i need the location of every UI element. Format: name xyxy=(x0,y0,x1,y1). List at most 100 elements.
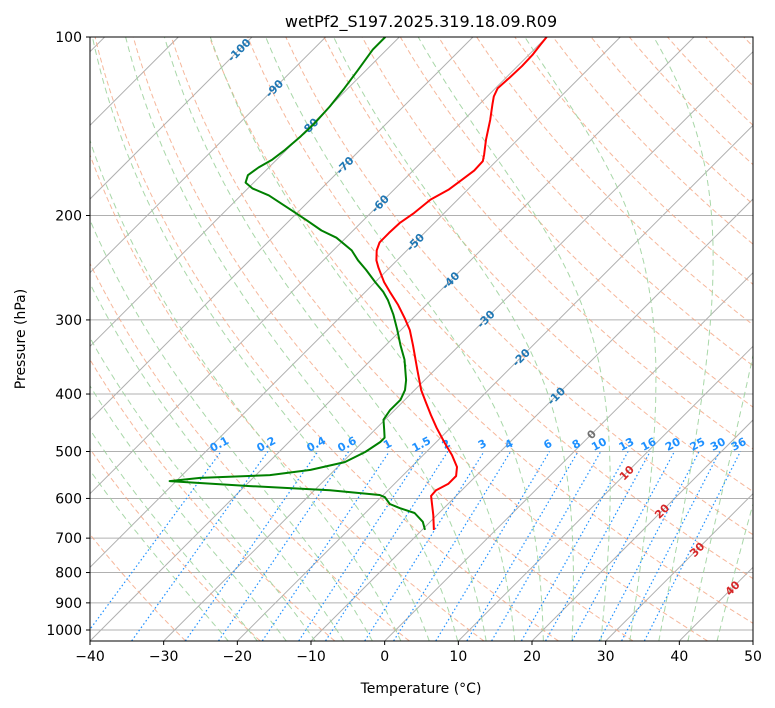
y-tick-label: 900 xyxy=(55,596,82,612)
y-tick-label: 600 xyxy=(55,491,82,507)
mixing-ratio-line xyxy=(261,451,390,641)
x-tick-label: −10 xyxy=(296,649,326,665)
moist-adiabat-line xyxy=(90,384,287,641)
x-tick-label: −40 xyxy=(75,649,105,665)
dry-adiabat-line xyxy=(704,37,753,87)
moist-adiabat-line xyxy=(417,37,611,641)
y-axis-label: Pressure (hPa) xyxy=(13,289,29,389)
isotherm-line xyxy=(90,37,474,421)
isotherm-label: -100 xyxy=(225,36,254,65)
dry-adiabat-line xyxy=(90,262,410,641)
moist-adiabat-line xyxy=(125,37,459,641)
isotherm-line xyxy=(752,640,753,641)
dry-adiabat-line xyxy=(208,37,753,624)
mixing-ratio-label: 30 xyxy=(708,435,728,454)
moist-adiabat-line xyxy=(209,37,516,641)
moist-adiabat-line xyxy=(90,428,258,641)
plot-frame xyxy=(89,36,754,642)
dry-adiabat-line xyxy=(590,37,753,205)
temperature-profile-line xyxy=(375,37,548,530)
mixing-ratio-line xyxy=(520,451,629,641)
dry-adiabat-line xyxy=(94,37,559,641)
isotherm-line xyxy=(90,37,548,495)
mixing-ratio-label: 36 xyxy=(729,435,749,454)
x-tick-label: 20 xyxy=(523,649,541,665)
x-tick-label: 30 xyxy=(597,649,615,665)
dry-adiabat-line xyxy=(90,533,186,641)
y-tick-label: 100 xyxy=(55,30,82,46)
moist-adiabat-line xyxy=(333,37,574,641)
mixing-ratio-label: 10 xyxy=(589,435,609,454)
dry-adiabat-line xyxy=(361,37,753,450)
moist-adiabat-line xyxy=(90,336,316,641)
moist-adiabat-line xyxy=(716,502,753,641)
axes: −40 −30 −20 −10 0 10 20 30 40 50 1000 900 800 700 600 5… xyxy=(46,30,762,665)
moist-adiabat-line xyxy=(90,282,345,641)
dry-adiabat-line xyxy=(132,37,634,641)
mixing-ratio-line xyxy=(131,451,269,641)
dry-adiabat-line xyxy=(90,447,261,641)
mixing-ratio-line xyxy=(364,451,485,641)
y-tick-label: 300 xyxy=(55,313,82,329)
moist-adiabat-line xyxy=(163,37,487,641)
isotherm-line xyxy=(531,419,753,641)
dewpoint-profile-line xyxy=(168,37,426,531)
mixing-ratio-label: 3 xyxy=(476,437,489,452)
isotherm-line xyxy=(90,37,621,569)
x-tick-label: −30 xyxy=(149,649,179,665)
moist-adiabat-line xyxy=(524,37,657,641)
mixing-ratio-line xyxy=(491,451,602,641)
dry-adiabat-line xyxy=(399,37,753,408)
x-tick-label: 40 xyxy=(670,649,688,665)
isotherm-label: -10 xyxy=(545,384,568,407)
moist-adiabat-line xyxy=(265,37,544,641)
y-tick-label: 400 xyxy=(55,387,82,403)
mixing-ratio-line xyxy=(218,451,350,641)
moist-adiabat-line xyxy=(90,138,402,641)
dry-adiabat-line xyxy=(514,37,753,285)
mixing-ratio-label: 6 xyxy=(541,437,554,452)
mixing-ratio-line xyxy=(643,451,741,641)
moist-adiabat-line xyxy=(653,37,714,641)
moist-adiabat-line xyxy=(687,353,753,641)
profiles xyxy=(168,37,548,531)
mixing-ratio-label: 25 xyxy=(688,435,708,454)
y-tick-label: 800 xyxy=(55,566,82,582)
mixing-ratio-label: 16 xyxy=(639,435,659,454)
isotherm-line xyxy=(163,50,753,641)
mixing-ratio-line xyxy=(466,451,579,641)
y-tick-label: 700 xyxy=(55,531,82,547)
mixing-ratio-label: 13 xyxy=(617,435,637,454)
mixing-ratio-label: 20 xyxy=(663,435,683,454)
y-tick-label: 1000 xyxy=(46,623,82,639)
dry-adiabat-line xyxy=(90,153,484,641)
dry-adiabat-line xyxy=(170,37,708,641)
dry-adiabat-line xyxy=(247,37,753,580)
isotherm-line xyxy=(458,345,753,641)
mixing-ratio-line xyxy=(184,451,319,641)
moist-adiabat-line xyxy=(91,37,430,641)
isotherm-line xyxy=(90,37,327,274)
line-labels: 0.1 0.2 0.4 0.6 1 1.5 2 3 4 6 8 10 13 16 20 25 30 36-100-… xyxy=(208,36,749,598)
isotherm-line xyxy=(90,37,253,200)
isotherm-line xyxy=(90,37,400,348)
isotherm-line xyxy=(384,271,753,641)
x-axis-label: Temperature (°C) xyxy=(360,681,482,697)
dry-adiabat-line xyxy=(90,358,335,641)
mixing-ratio-label: 4 xyxy=(503,437,516,452)
dry-adiabat-line xyxy=(743,37,753,48)
moist-adiabat-line xyxy=(90,469,229,641)
x-tick-label: 50 xyxy=(744,649,762,665)
isotherm-line xyxy=(237,124,753,641)
y-tick-label: 500 xyxy=(55,444,82,460)
mixing-ratio-line xyxy=(545,451,651,641)
background-lines xyxy=(90,37,753,641)
mixing-ratio-line xyxy=(393,451,512,641)
mixing-ratio-line xyxy=(621,451,721,641)
isotherm-line xyxy=(90,37,695,641)
mixing-ratio-line xyxy=(298,451,424,641)
chart-title: wetPf2_S197.2025.319.18.09.R09 xyxy=(285,12,557,32)
dry-adiabat-line xyxy=(323,37,753,493)
isotherm-line xyxy=(605,492,753,641)
